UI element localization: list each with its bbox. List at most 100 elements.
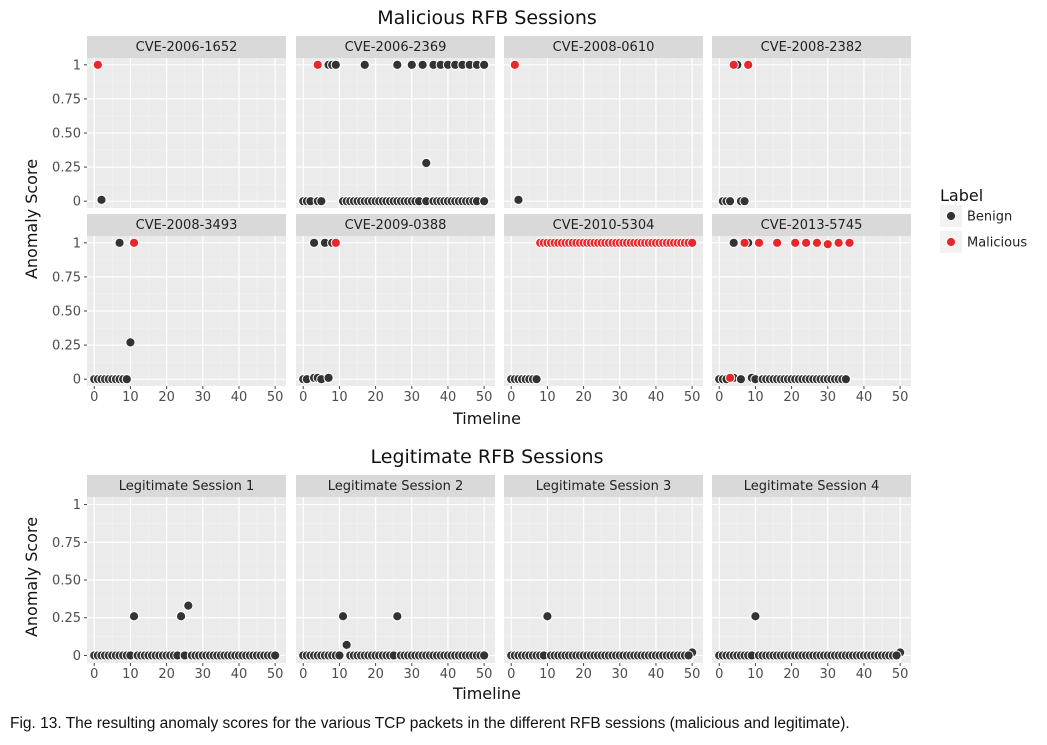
y-tick-label: 0.75 xyxy=(52,270,81,285)
malicious-point xyxy=(312,59,323,70)
facet-title: Legitimate Session 3 xyxy=(536,479,671,494)
y-tick-label: 0.25 xyxy=(52,611,81,626)
facet-panel: Legitimate Session 4 0 10 20 30 40 50 xyxy=(712,475,911,682)
benign-point xyxy=(128,611,140,622)
x-tick-label: 40 xyxy=(231,667,248,682)
x-axis-label: Timeline xyxy=(452,684,521,703)
benign-point xyxy=(683,650,694,661)
x-tick-label: 30 xyxy=(820,667,837,682)
benign-point xyxy=(341,639,352,650)
y-tick-label: 0.75 xyxy=(52,92,81,107)
facet-title: CVE-2009-0388 xyxy=(345,218,447,233)
malicious-point xyxy=(330,237,341,248)
x-tick-label: 20 xyxy=(367,667,384,682)
x-tick-label: 20 xyxy=(158,390,175,405)
benign-point xyxy=(359,59,370,70)
x-tick-label: 50 xyxy=(892,667,909,682)
malicious-point xyxy=(753,237,765,248)
facet-panel: CVE-2006-2369 xyxy=(296,36,495,208)
x-tick-label: 50 xyxy=(476,390,493,405)
benign-point xyxy=(392,59,403,70)
x-tick-label: 0 xyxy=(299,390,307,405)
benign-point xyxy=(513,194,524,205)
malicious-point xyxy=(92,59,103,70)
facet-panel: CVE-2006-1652 0 0.25 0.50 0.75 1 xyxy=(52,36,286,210)
x-tick-label: 30 xyxy=(612,390,629,405)
malicious-point xyxy=(724,372,736,383)
facet-strip xyxy=(87,214,286,236)
facet-panel: CVE-2008-2382 xyxy=(712,36,911,208)
x-tick-label: 50 xyxy=(892,390,909,405)
x-tick-label: 50 xyxy=(267,390,284,405)
legend-benign-label: Benign xyxy=(967,210,1012,225)
x-tick-label: 20 xyxy=(783,667,800,682)
benign-point xyxy=(330,59,341,70)
x-tick-label: 40 xyxy=(648,667,665,682)
benign-point xyxy=(840,374,851,385)
facet-panel: CVE-2010-5304 0 10 20 30 40 50 xyxy=(504,214,703,405)
benign-point xyxy=(739,196,750,207)
malicious-point xyxy=(844,237,855,248)
x-tick-label: 20 xyxy=(575,667,592,682)
facet-title: CVE-2008-0610 xyxy=(553,40,655,55)
benign-point xyxy=(125,337,136,348)
x-tick-label: 20 xyxy=(783,390,800,405)
y-axis-label: Anomaly Score xyxy=(22,159,41,279)
x-tick-label: 10 xyxy=(539,667,556,682)
benign-point xyxy=(270,650,281,661)
x-tick-label: 40 xyxy=(440,390,457,405)
legend-malicious-label: Malicious xyxy=(967,236,1027,251)
malicious-point xyxy=(772,237,783,248)
x-tick-label: 50 xyxy=(476,667,493,682)
benign-point xyxy=(891,650,902,661)
x-tick-label: 10 xyxy=(747,667,764,682)
benign-point xyxy=(406,59,417,70)
benign-point xyxy=(121,374,132,385)
facet-strip xyxy=(504,36,703,58)
x-tick-label: 20 xyxy=(575,390,592,405)
chart-2: Legitimate RFB Sessions Anomaly Score Time… xyxy=(22,446,911,703)
x-tick-label: 0 xyxy=(90,390,98,405)
benign-point xyxy=(724,196,736,207)
benign-point xyxy=(175,611,187,622)
benign-point xyxy=(316,196,327,207)
facet-strip xyxy=(712,475,911,497)
benign-point xyxy=(479,650,490,661)
facet-title: CVE-2013-5745 xyxy=(761,218,863,233)
facet-panel: Legitimate Session 2 0 10 20 30 40 50 xyxy=(296,475,495,682)
y-tick-label: 0 xyxy=(73,195,81,210)
benign-point xyxy=(750,611,761,622)
x-tick-label: 50 xyxy=(267,667,284,682)
x-tick-label: 10 xyxy=(331,390,348,405)
x-tick-label: 30 xyxy=(820,390,837,405)
x-tick-label: 50 xyxy=(684,667,701,682)
x-tick-label: 20 xyxy=(367,390,384,405)
y-tick-label: 0.50 xyxy=(52,305,81,320)
x-tick-label: 20 xyxy=(158,667,175,682)
malicious-point xyxy=(687,237,698,248)
benign-point xyxy=(114,237,125,248)
x-tick-label: 30 xyxy=(195,667,212,682)
facet-title: CVE-2006-1652 xyxy=(136,40,238,55)
x-tick-label: 10 xyxy=(122,390,139,405)
benign-point xyxy=(337,611,349,622)
x-tick-label: 10 xyxy=(747,390,764,405)
facet-strip xyxy=(87,475,286,497)
x-tick-label: 0 xyxy=(507,667,515,682)
benign-point xyxy=(96,194,107,205)
facet-panel: CVE-2008-0610 xyxy=(504,36,703,208)
x-tick-label: 10 xyxy=(331,667,348,682)
facet-strip xyxy=(296,214,495,236)
benign-point xyxy=(183,600,194,611)
x-tick-label: 30 xyxy=(404,667,421,682)
x-tick-label: 40 xyxy=(231,390,248,405)
benign-point xyxy=(531,374,542,385)
x-tick-label: 0 xyxy=(299,667,307,682)
y-tick-label: 0 xyxy=(73,373,81,388)
facet-title: CVE-2006-2369 xyxy=(345,40,447,55)
malicious-point xyxy=(739,237,750,248)
facet-strip xyxy=(712,36,911,58)
